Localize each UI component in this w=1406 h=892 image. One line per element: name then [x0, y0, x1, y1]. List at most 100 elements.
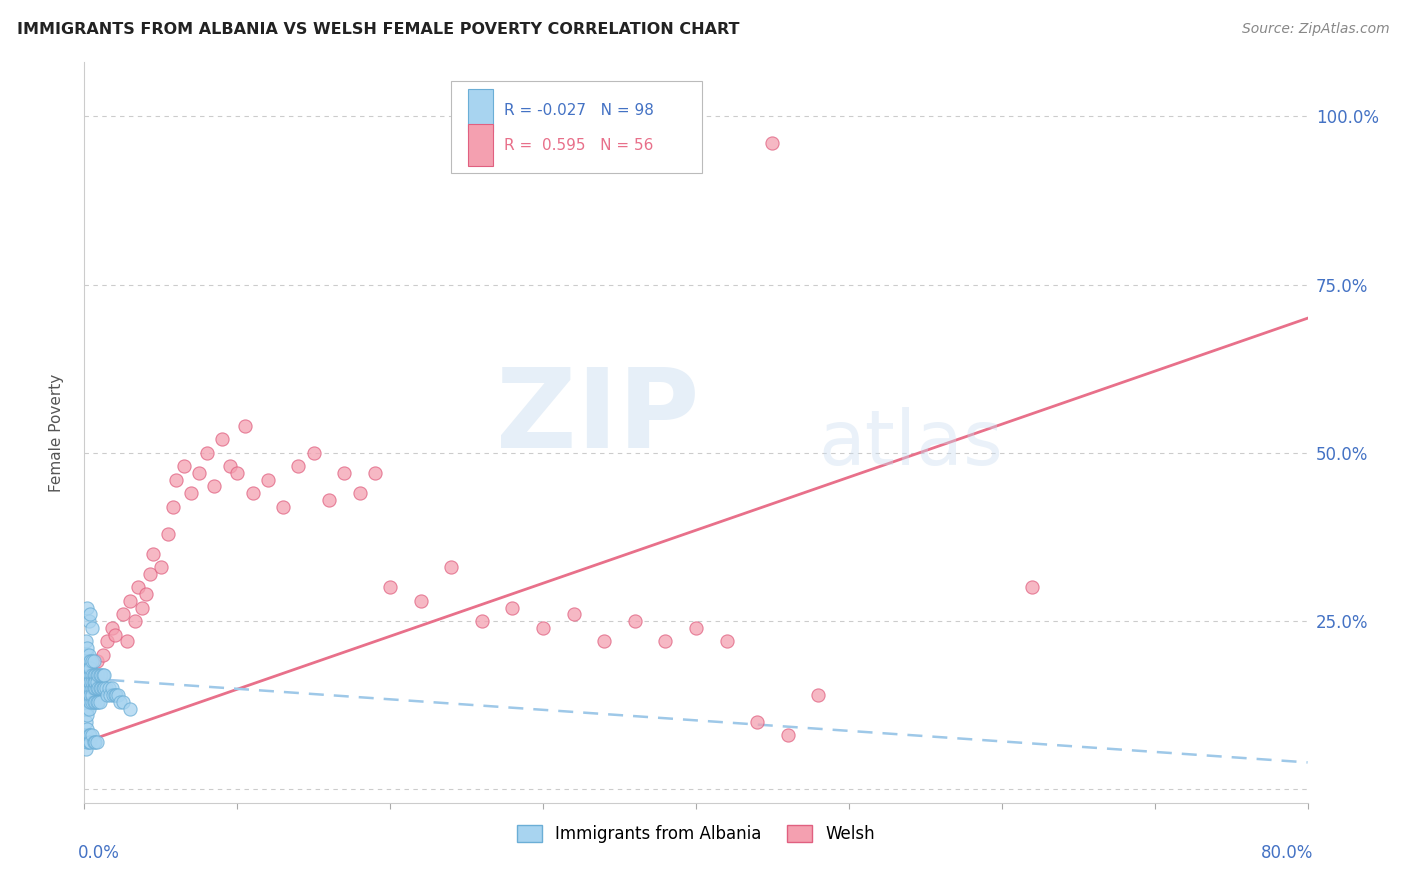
Point: [242, 486, 264, 500]
Point: [84, 681, 107, 696]
Point: [502, 600, 524, 615]
Point: [75, 634, 97, 648]
Point: [90, 681, 112, 696]
Text: IMMIGRANTS FROM ALBANIA VS WELSH FEMALE POVERTY CORRELATION CHART: IMMIGRANTS FROM ALBANIA VS WELSH FEMALE …: [17, 22, 740, 37]
Point: [380, 581, 402, 595]
Point: [86, 668, 108, 682]
Point: [624, 614, 647, 628]
Point: [162, 500, 184, 514]
Point: [86, 674, 108, 689]
Point: [716, 634, 738, 648]
Point: [87, 681, 110, 696]
Point: [79, 695, 101, 709]
Point: [471, 614, 494, 628]
Point: [75, 648, 97, 662]
Point: [90, 668, 112, 682]
Point: [195, 446, 218, 460]
Point: [124, 614, 146, 628]
Point: [84, 668, 107, 682]
Point: [80, 695, 103, 709]
Point: [173, 459, 195, 474]
Point: [76, 701, 98, 715]
Point: [89, 668, 111, 682]
Point: [79, 607, 101, 622]
Point: [79, 688, 101, 702]
Point: [75, 668, 97, 682]
Point: [287, 459, 309, 474]
Point: [76, 674, 98, 689]
Point: [96, 688, 118, 702]
Point: [103, 688, 125, 702]
Text: ZIP: ZIP: [496, 364, 700, 471]
Point: [83, 688, 105, 702]
Point: [257, 473, 280, 487]
Point: [131, 600, 153, 615]
Point: [75, 695, 97, 709]
Point: [89, 681, 111, 696]
Point: [318, 492, 340, 507]
Point: [654, 634, 676, 648]
Point: [302, 446, 325, 460]
Point: [87, 668, 110, 682]
Point: [111, 607, 134, 622]
Point: [76, 674, 98, 689]
Point: [84, 695, 107, 709]
Point: [75, 688, 97, 702]
Point: [77, 735, 100, 749]
Point: [76, 688, 98, 702]
Point: [87, 695, 110, 709]
Point: [76, 708, 98, 723]
Point: [83, 735, 105, 749]
Point: [226, 466, 249, 480]
Point: [79, 674, 101, 689]
Point: [86, 695, 108, 709]
Point: [76, 735, 98, 749]
Point: [76, 668, 98, 682]
Point: [233, 418, 256, 433]
Point: [108, 695, 131, 709]
Text: Source: ZipAtlas.com: Source: ZipAtlas.com: [1241, 22, 1389, 37]
Point: [89, 674, 111, 689]
Point: [75, 729, 97, 743]
Point: [76, 640, 98, 655]
Point: [364, 466, 387, 480]
Text: R =  0.595   N = 56: R = 0.595 N = 56: [503, 138, 654, 153]
Point: [83, 695, 105, 709]
FancyBboxPatch shape: [468, 124, 494, 167]
Point: [101, 621, 124, 635]
Point: [76, 722, 98, 736]
Point: [142, 547, 165, 561]
Point: [91, 648, 114, 662]
Point: [75, 661, 97, 675]
Point: [105, 688, 128, 702]
Point: [79, 668, 101, 682]
Point: [93, 668, 115, 682]
Point: [79, 661, 101, 675]
Point: [77, 614, 100, 628]
Point: [76, 600, 98, 615]
Point: [188, 466, 211, 480]
Point: [127, 581, 149, 595]
Point: [776, 729, 799, 743]
Point: [111, 695, 134, 709]
Legend: Immigrants from Albania, Welsh: Immigrants from Albania, Welsh: [510, 819, 882, 850]
Text: atlas: atlas: [818, 407, 1002, 481]
Point: [101, 681, 124, 696]
Point: [76, 695, 98, 709]
Point: [89, 695, 111, 709]
Point: [97, 681, 120, 696]
Point: [157, 526, 180, 541]
Point: [180, 486, 202, 500]
Point: [79, 729, 101, 743]
Text: R = -0.027   N = 98: R = -0.027 N = 98: [503, 103, 654, 118]
Point: [80, 668, 103, 682]
Point: [120, 701, 142, 715]
Point: [115, 634, 138, 648]
Point: [80, 655, 103, 669]
Point: [165, 473, 187, 487]
Point: [77, 695, 100, 709]
Point: [77, 688, 100, 702]
Point: [75, 742, 97, 756]
Point: [139, 566, 162, 581]
Point: [77, 648, 100, 662]
